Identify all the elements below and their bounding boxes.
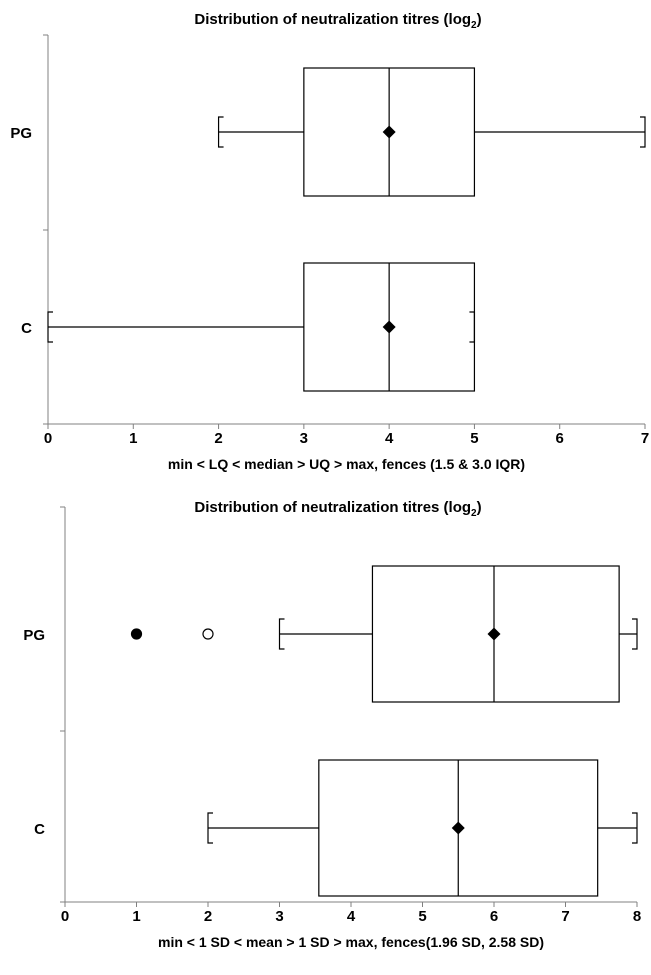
x-tick-label: 7 — [561, 908, 569, 925]
cap-low-c — [47, 311, 53, 343]
cap-low-pg — [217, 116, 224, 148]
x-tick-label: 3 — [300, 430, 308, 447]
x-tick-label: 6 — [556, 430, 564, 447]
cap-low-pg — [278, 618, 285, 650]
chart-top: Distribution of neutralization titres (l… — [10, 11, 649, 472]
x-axis-label: min < 1 SD < mean > 1 SD > max, fences(1… — [158, 934, 544, 950]
x-tick-label: 0 — [61, 908, 69, 925]
category-label-pg: PG — [23, 627, 45, 644]
x-tick-label: 5 — [418, 908, 426, 925]
x-tick-label: 4 — [385, 430, 394, 447]
mean-marker-c — [382, 320, 396, 334]
category-label-c: C — [21, 320, 32, 337]
category-label-pg: PG — [10, 125, 32, 142]
x-tick-label: 7 — [641, 430, 649, 447]
chart-title: Distribution of neutralization titres (l… — [194, 11, 481, 31]
cap-high-pg — [640, 116, 646, 148]
mean-marker-c — [451, 821, 465, 835]
cap-high-c — [632, 812, 638, 844]
x-tick-label: 4 — [347, 908, 356, 925]
cap-low-c — [207, 812, 213, 844]
chart-title: Distribution of neutralization titres (l… — [194, 499, 481, 519]
category-label-c: C — [34, 821, 45, 838]
mean-marker-pg — [382, 125, 396, 139]
x-tick-label: 6 — [490, 908, 498, 925]
outlier-filled-pg — [130, 628, 143, 640]
chart-bottom: Distribution of neutralization titres (l… — [23, 499, 641, 950]
x-tick-label: 8 — [633, 908, 641, 925]
box-pg — [371, 565, 620, 703]
x-tick-label: 1 — [129, 430, 137, 447]
x-tick-label: 2 — [214, 430, 222, 447]
x-tick-label: 1 — [132, 908, 140, 925]
cap-high-pg — [632, 618, 638, 650]
mean-marker-pg — [487, 627, 501, 641]
x-tick-label: 5 — [470, 430, 478, 447]
outlier-open-pg — [202, 628, 214, 640]
x-axis-label: min < LQ < median > UQ > max, fences (1.… — [168, 456, 525, 472]
x-tick-label: 0 — [44, 430, 52, 447]
x-tick-label: 3 — [275, 908, 283, 925]
cap-high-c — [469, 311, 476, 343]
x-tick-label: 2 — [204, 908, 212, 925]
